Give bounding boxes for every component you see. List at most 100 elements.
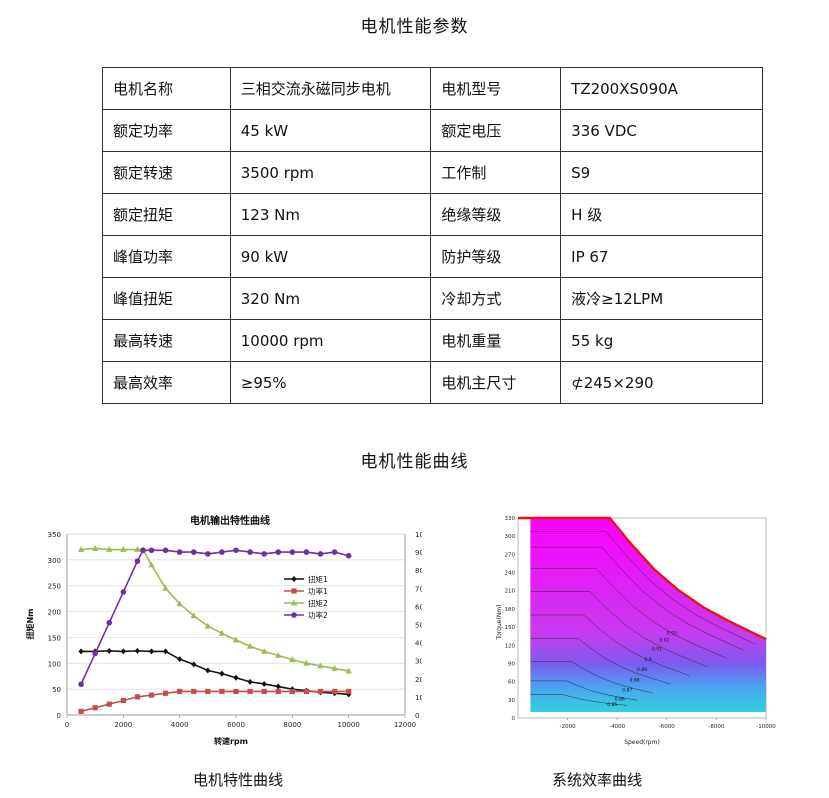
x-tick-label: -2000 [560, 724, 576, 730]
spec-value: 90 kW [229, 235, 432, 278]
x-tick-label: 6000 [227, 721, 245, 729]
data-point [233, 674, 239, 681]
data-point [291, 576, 297, 582]
data-point [247, 688, 253, 695]
data-point [92, 650, 98, 657]
y-tick-label: 250 [48, 583, 61, 591]
data-point [261, 680, 267, 687]
data-point [346, 688, 352, 695]
efficiency-region [530, 518, 766, 712]
contour-line [530, 694, 627, 706]
legend-label: 扭矩1 [308, 574, 328, 584]
spec-label: 最高转速 [102, 319, 231, 362]
spec-label: 最高效率 [102, 361, 231, 404]
data-point [205, 551, 211, 557]
spec-value: 45 kW [229, 109, 432, 152]
data-point [275, 688, 281, 695]
x-tick-label: -6000 [659, 724, 675, 730]
contour-line [530, 614, 690, 676]
series-功率1 [78, 688, 352, 714]
legend-item: 扭矩1 [284, 574, 328, 584]
data-point [162, 547, 169, 554]
chart-title: 电机输出特性曲线 [190, 514, 270, 527]
contour-label: 0.93 [667, 630, 677, 636]
contour-label: 0.87 [622, 688, 632, 694]
spec-value: ⊄245×290 [560, 361, 763, 404]
contour-line [530, 638, 672, 685]
x-tick-label: 10000 [338, 721, 360, 729]
spec-value: TZ200XS090A [560, 67, 763, 110]
spec-value: H 级 [560, 193, 763, 236]
spec-label: 峰值扭矩 [102, 277, 231, 320]
legend-label: 扭矩2 [308, 598, 328, 608]
spec-label: 电机名称 [102, 67, 231, 110]
data-point [247, 549, 253, 555]
legend-label: 功率2 [308, 610, 328, 620]
y-tick-label: 150 [505, 625, 516, 631]
data-point [289, 688, 295, 695]
spec-label: 额定扭矩 [102, 193, 231, 236]
y-tick-label: 350 [48, 531, 61, 539]
spec-row: 最高转速 10000 rpm 电机重量 55 kg [102, 319, 763, 362]
spec-value: S9 [560, 151, 763, 194]
data-point [176, 600, 183, 607]
spec-value: 55 kg [560, 319, 763, 362]
data-point [190, 612, 197, 619]
contour-line [530, 568, 727, 659]
spec-row: 额定扭矩 123 Nm 绝缘等级 H 级 [102, 193, 763, 236]
spec-value: 液冷≥12LPM [560, 277, 763, 320]
y2-tick-label: 0 [415, 712, 419, 720]
y2-tick-label: 60 [415, 603, 422, 611]
data-point [345, 552, 352, 559]
data-point [205, 667, 211, 674]
data-point [275, 652, 282, 658]
data-point [91, 545, 99, 551]
y-tick-label: 90 [508, 661, 515, 667]
y-tick-label: 330 [505, 516, 516, 522]
page-title: 电机性能参数 [360, 17, 469, 37]
data-point [346, 691, 352, 698]
data-point [317, 551, 324, 557]
spec-label: 峰值功率 [102, 235, 231, 278]
spec-value: IP 67 [560, 235, 763, 278]
legend-item: 功率1 [284, 586, 328, 596]
data-point [176, 549, 183, 555]
legend-label: 功率1 [308, 586, 328, 596]
spec-label: 防护等级 [430, 235, 562, 278]
legend-item: 功率2 [284, 610, 328, 620]
contour-line [530, 591, 708, 668]
x-tick-label: 8000 [283, 721, 301, 729]
spec-table: 电机名称 三相交流永磁同步电机 电机型号 TZ200XS090A 额定功率 45 kW 额定… [102, 67, 763, 404]
contour-label: 0.92 [659, 637, 669, 643]
data-point [92, 705, 98, 711]
spec-value: 320 Nm [229, 277, 432, 320]
y-tick-label: 50 [52, 686, 61, 694]
output-characteristic-chart: 电机输出特性曲线 0 50 100 150 200 250 300 350 0 10 20 30 40 5… [25, 514, 422, 746]
data-point [303, 659, 310, 666]
data-point [162, 690, 169, 696]
spec-label: 额定转速 [102, 151, 231, 194]
data-point [275, 683, 281, 690]
contour-label: 0.86 [615, 696, 625, 702]
data-point [78, 708, 84, 714]
max-torque-envelope [518, 516, 767, 641]
efficiency-map-chart: 0.930.920.910.90.890.880.870.860.85 0306… [496, 516, 776, 746]
data-point [261, 551, 267, 557]
spec-label: 额定功率 [102, 109, 231, 152]
data-point [317, 688, 324, 695]
spec-label: 绝缘等级 [430, 193, 562, 236]
y2-tick-label: 90 [415, 549, 422, 557]
y-tick-label: 100 [48, 660, 61, 668]
data-point [78, 681, 84, 688]
contour-label: 0.89 [637, 667, 647, 673]
x-tick-label: -8000 [708, 724, 724, 730]
data-point [289, 549, 296, 555]
spec-row: 额定转速 3500 rpm 工作制 S9 [102, 151, 763, 194]
data-point [190, 549, 197, 555]
data-point [106, 647, 112, 654]
contour-label: 0.85 [607, 702, 617, 708]
caption-right: 系统效率曲线 [552, 771, 643, 789]
data-point [134, 546, 141, 552]
y-tick-label: 240 [505, 571, 516, 577]
y2-tick-label: 10 [415, 694, 422, 702]
